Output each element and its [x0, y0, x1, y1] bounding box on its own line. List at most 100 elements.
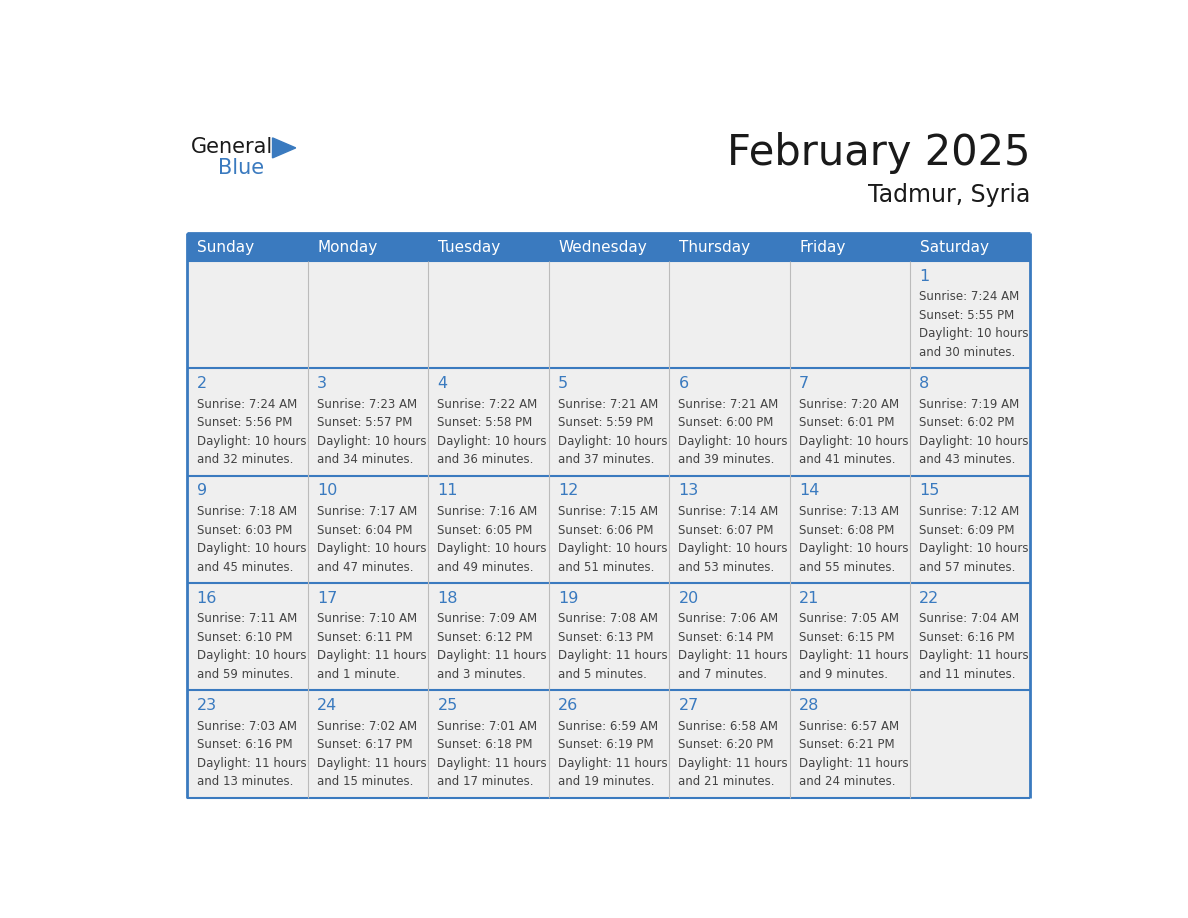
Text: Sunrise: 7:17 AM
Sunset: 6:04 PM
Daylight: 10 hours
and 47 minutes.: Sunrise: 7:17 AM Sunset: 6:04 PM Dayligh… [317, 505, 426, 574]
Bar [910, 583, 1030, 690]
Text: February 2025: February 2025 [727, 131, 1030, 174]
Text: 18: 18 [437, 591, 457, 606]
Text: 10: 10 [317, 484, 337, 498]
Bar [428, 368, 549, 476]
Text: 17: 17 [317, 591, 337, 606]
Text: Sunrise: 7:05 AM
Sunset: 6:15 PM
Daylight: 11 hours
and 9 minutes.: Sunrise: 7:05 AM Sunset: 6:15 PM Dayligh… [798, 612, 909, 681]
Text: 8: 8 [920, 376, 929, 391]
Text: Sunrise: 7:23 AM
Sunset: 5:57 PM
Daylight: 10 hours
and 34 minutes.: Sunrise: 7:23 AM Sunset: 5:57 PM Dayligh… [317, 397, 426, 466]
Bar [549, 261, 669, 368]
Text: Sunrise: 7:12 AM
Sunset: 6:09 PM
Daylight: 10 hours
and 57 minutes.: Sunrise: 7:12 AM Sunset: 6:09 PM Dayligh… [920, 505, 1029, 574]
Bar [308, 476, 428, 583]
Bar [549, 583, 669, 690]
Text: 4: 4 [437, 376, 448, 391]
Text: 23: 23 [196, 698, 216, 713]
Bar [910, 261, 1030, 368]
Text: Sunday: Sunday [197, 240, 254, 254]
Bar [669, 368, 790, 476]
Text: 2: 2 [196, 376, 207, 391]
Bar [188, 476, 308, 583]
Bar [308, 583, 428, 690]
Text: Sunrise: 6:58 AM
Sunset: 6:20 PM
Daylight: 11 hours
and 21 minutes.: Sunrise: 6:58 AM Sunset: 6:20 PM Dayligh… [678, 720, 788, 789]
Text: 16: 16 [196, 591, 217, 606]
Text: Sunrise: 7:06 AM
Sunset: 6:14 PM
Daylight: 11 hours
and 7 minutes.: Sunrise: 7:06 AM Sunset: 6:14 PM Dayligh… [678, 612, 788, 681]
Bar [188, 690, 308, 798]
Text: Sunrise: 7:01 AM
Sunset: 6:18 PM
Daylight: 11 hours
and 17 minutes.: Sunrise: 7:01 AM Sunset: 6:18 PM Dayligh… [437, 720, 548, 789]
Text: Blue: Blue [219, 158, 265, 178]
Bar [790, 583, 910, 690]
Bar [549, 368, 669, 476]
Bar [669, 261, 790, 368]
Bar [790, 261, 910, 368]
Bar [790, 476, 910, 583]
Text: Sunrise: 7:24 AM
Sunset: 5:55 PM
Daylight: 10 hours
and 30 minutes.: Sunrise: 7:24 AM Sunset: 5:55 PM Dayligh… [920, 290, 1029, 359]
Text: Sunrise: 7:04 AM
Sunset: 6:16 PM
Daylight: 11 hours
and 11 minutes.: Sunrise: 7:04 AM Sunset: 6:16 PM Dayligh… [920, 612, 1029, 681]
Bar [188, 583, 308, 690]
Text: 11: 11 [437, 484, 457, 498]
Bar [669, 233, 790, 261]
Bar [188, 233, 308, 261]
Bar [188, 368, 308, 476]
Text: 26: 26 [558, 698, 579, 713]
Text: Sunrise: 7:20 AM
Sunset: 6:01 PM
Daylight: 10 hours
and 41 minutes.: Sunrise: 7:20 AM Sunset: 6:01 PM Dayligh… [798, 397, 909, 466]
Text: Sunrise: 7:21 AM
Sunset: 6:00 PM
Daylight: 10 hours
and 39 minutes.: Sunrise: 7:21 AM Sunset: 6:00 PM Dayligh… [678, 397, 788, 466]
Text: Sunrise: 7:18 AM
Sunset: 6:03 PM
Daylight: 10 hours
and 45 minutes.: Sunrise: 7:18 AM Sunset: 6:03 PM Dayligh… [196, 505, 307, 574]
Bar [428, 233, 549, 261]
Text: Tuesday: Tuesday [438, 240, 500, 254]
Text: Sunrise: 7:19 AM
Sunset: 6:02 PM
Daylight: 10 hours
and 43 minutes.: Sunrise: 7:19 AM Sunset: 6:02 PM Dayligh… [920, 397, 1029, 466]
Text: 12: 12 [558, 484, 579, 498]
Bar [790, 690, 910, 798]
Bar [910, 476, 1030, 583]
Bar [910, 368, 1030, 476]
Text: Saturday: Saturday [920, 240, 990, 254]
Bar [428, 690, 549, 798]
Text: Sunrise: 6:59 AM
Sunset: 6:19 PM
Daylight: 11 hours
and 19 minutes.: Sunrise: 6:59 AM Sunset: 6:19 PM Dayligh… [558, 720, 668, 789]
Bar [428, 476, 549, 583]
Text: 25: 25 [437, 698, 457, 713]
Text: Friday: Friday [800, 240, 846, 254]
Text: Wednesday: Wednesday [558, 240, 647, 254]
Bar [549, 233, 669, 261]
Text: General: General [191, 137, 273, 157]
Text: Sunrise: 7:11 AM
Sunset: 6:10 PM
Daylight: 10 hours
and 59 minutes.: Sunrise: 7:11 AM Sunset: 6:10 PM Dayligh… [196, 612, 307, 681]
Bar [669, 476, 790, 583]
Text: Tadmur, Syria: Tadmur, Syria [868, 184, 1030, 207]
Text: 22: 22 [920, 591, 940, 606]
Bar [188, 261, 308, 368]
Text: Sunrise: 7:22 AM
Sunset: 5:58 PM
Daylight: 10 hours
and 36 minutes.: Sunrise: 7:22 AM Sunset: 5:58 PM Dayligh… [437, 397, 546, 466]
Bar [308, 368, 428, 476]
Text: Sunrise: 7:03 AM
Sunset: 6:16 PM
Daylight: 11 hours
and 13 minutes.: Sunrise: 7:03 AM Sunset: 6:16 PM Dayligh… [196, 720, 307, 789]
Bar [910, 233, 1030, 261]
Bar [669, 690, 790, 798]
Text: 6: 6 [678, 376, 689, 391]
Text: 19: 19 [558, 591, 579, 606]
Bar [910, 690, 1030, 798]
Bar [428, 583, 549, 690]
Text: 20: 20 [678, 591, 699, 606]
Text: Sunrise: 7:08 AM
Sunset: 6:13 PM
Daylight: 11 hours
and 5 minutes.: Sunrise: 7:08 AM Sunset: 6:13 PM Dayligh… [558, 612, 668, 681]
Text: 15: 15 [920, 484, 940, 498]
Text: Sunrise: 7:24 AM
Sunset: 5:56 PM
Daylight: 10 hours
and 32 minutes.: Sunrise: 7:24 AM Sunset: 5:56 PM Dayligh… [196, 397, 307, 466]
Bar [308, 690, 428, 798]
Bar [790, 368, 910, 476]
Text: Sunrise: 6:57 AM
Sunset: 6:21 PM
Daylight: 11 hours
and 24 minutes.: Sunrise: 6:57 AM Sunset: 6:21 PM Dayligh… [798, 720, 909, 789]
Text: 3: 3 [317, 376, 327, 391]
Text: Sunrise: 7:16 AM
Sunset: 6:05 PM
Daylight: 10 hours
and 49 minutes.: Sunrise: 7:16 AM Sunset: 6:05 PM Dayligh… [437, 505, 546, 574]
Polygon shape [272, 138, 296, 158]
Text: Sunrise: 7:09 AM
Sunset: 6:12 PM
Daylight: 11 hours
and 3 minutes.: Sunrise: 7:09 AM Sunset: 6:12 PM Dayligh… [437, 612, 548, 681]
Text: 21: 21 [798, 591, 820, 606]
Bar [428, 261, 549, 368]
Bar [669, 583, 790, 690]
Text: Sunrise: 7:13 AM
Sunset: 6:08 PM
Daylight: 10 hours
and 55 minutes.: Sunrise: 7:13 AM Sunset: 6:08 PM Dayligh… [798, 505, 909, 574]
Text: 28: 28 [798, 698, 820, 713]
Text: Sunrise: 7:21 AM
Sunset: 5:59 PM
Daylight: 10 hours
and 37 minutes.: Sunrise: 7:21 AM Sunset: 5:59 PM Dayligh… [558, 397, 668, 466]
Text: 13: 13 [678, 484, 699, 498]
Bar [308, 261, 428, 368]
Text: Sunrise: 7:14 AM
Sunset: 6:07 PM
Daylight: 10 hours
and 53 minutes.: Sunrise: 7:14 AM Sunset: 6:07 PM Dayligh… [678, 505, 788, 574]
Text: Monday: Monday [317, 240, 378, 254]
Text: Thursday: Thursday [680, 240, 751, 254]
Text: 14: 14 [798, 484, 820, 498]
Bar [549, 476, 669, 583]
Text: Sunrise: 7:02 AM
Sunset: 6:17 PM
Daylight: 11 hours
and 15 minutes.: Sunrise: 7:02 AM Sunset: 6:17 PM Dayligh… [317, 720, 426, 789]
Bar [790, 233, 910, 261]
